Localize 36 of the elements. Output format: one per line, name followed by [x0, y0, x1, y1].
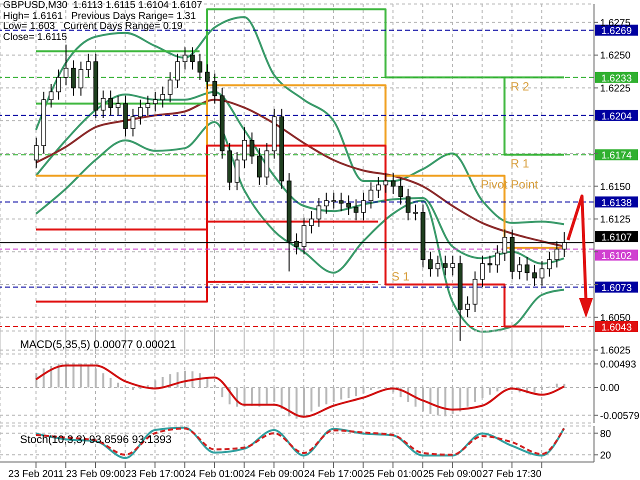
x-tick-label: 27 Feb 17:30: [482, 469, 542, 480]
annotation: Low= 1.603 Current Days Range= 0.19: [3, 21, 183, 32]
ref-line-label: 1.6204: [601, 111, 632, 122]
y-tick-label: 1.6150: [600, 182, 632, 193]
y-tick-label: 1.6025: [600, 346, 632, 357]
series-label: R 1: [510, 156, 530, 171]
y-tick-label: 1.6225: [600, 83, 632, 94]
ref-line-label: 1.6043: [601, 322, 632, 334]
x-tick-label: 24 Feb 17:00: [304, 469, 364, 480]
text: MACD(5,35,5) 0.00077 0.00021: [20, 339, 176, 351]
annotation: Close= 1.6115: [3, 32, 68, 43]
x-tick-label: 23 Feb 17:00: [126, 469, 185, 480]
annotation: High= 1.6161 Previous Days Range= 1.31: [3, 10, 196, 22]
series-label: S 1: [392, 270, 410, 284]
ref-line-label: 1.6138: [601, 198, 632, 209]
y-tick-label: 1.6250: [600, 50, 632, 62]
y-tick-label: 1.6125: [600, 214, 632, 226]
y-tick-label: -0.00579: [600, 410, 640, 422]
ref-line-label: 1.6233: [601, 73, 632, 84]
y-tick-label: 20: [600, 450, 612, 462]
ref-line-label: 1.6107: [601, 232, 632, 244]
ref-line-label: 1.6073: [601, 283, 632, 294]
x-tick-label: 24 Feb 09:00: [244, 469, 304, 480]
annotation: GBPUSD,M30 1.6113 1.6115 1.6104 1.6107: [3, 0, 202, 12]
series-label: R 2: [510, 79, 530, 94]
y-tick-label: 0.00493: [600, 359, 637, 370]
x-tick-label: 24 Feb 01:00: [185, 469, 244, 480]
x-tick-label: 25 Feb 01:00: [363, 469, 423, 480]
ref-line-label: 1.6102: [601, 251, 632, 262]
x-tick-label: 23 Feb 09:00: [66, 469, 126, 480]
ref-line-label: 1.6269: [601, 26, 632, 38]
y-tick-label: 0.00: [600, 383, 620, 394]
x-tick-label: 23 Feb 2011: [8, 469, 64, 480]
ref-line-label: 1.6174: [601, 150, 632, 162]
x-tick-label: 25 Feb 09:00: [422, 469, 482, 480]
y-tick-label: 80: [600, 428, 612, 440]
